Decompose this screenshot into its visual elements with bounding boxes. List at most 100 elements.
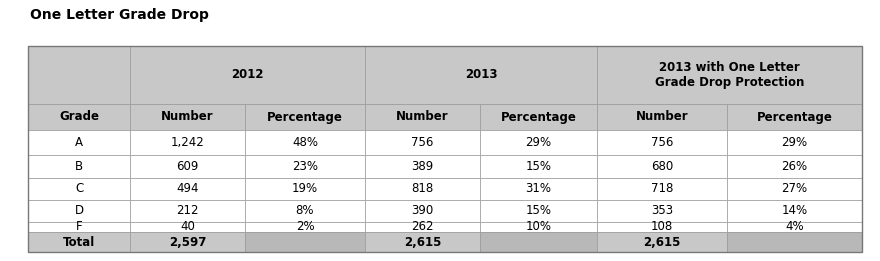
Bar (480, 222, 597, 232)
Text: Percentage: Percentage (757, 110, 832, 123)
Text: 40: 40 (180, 221, 195, 234)
Bar (597, 104, 727, 130)
Bar (365, 104, 480, 130)
Text: 2013: 2013 (465, 68, 497, 81)
Bar (365, 46, 597, 104)
Bar (130, 178, 245, 200)
Text: 756: 756 (411, 136, 434, 149)
Bar (597, 130, 727, 155)
Bar (28, 178, 130, 200)
Bar (365, 178, 480, 200)
Text: 31%: 31% (525, 182, 552, 195)
Bar (28, 200, 130, 222)
Bar (597, 222, 727, 232)
Bar (365, 222, 480, 232)
Bar (245, 200, 365, 222)
Text: 2013 with One Letter
Grade Drop Protection: 2013 with One Letter Grade Drop Protecti… (655, 61, 804, 89)
Text: 212: 212 (176, 205, 199, 217)
Bar (245, 178, 365, 200)
Text: 10%: 10% (525, 221, 552, 234)
Bar (597, 232, 727, 252)
Bar (130, 232, 245, 252)
Text: 15%: 15% (525, 205, 552, 217)
Bar (28, 222, 130, 232)
Bar (480, 130, 597, 155)
Text: 390: 390 (411, 205, 434, 217)
Text: 19%: 19% (292, 182, 318, 195)
Bar (365, 200, 480, 222)
Bar (245, 104, 365, 130)
Bar (28, 155, 130, 178)
Bar (597, 155, 727, 178)
Bar (245, 222, 365, 232)
Text: 29%: 29% (781, 136, 808, 149)
Bar (480, 178, 597, 200)
Bar (245, 155, 365, 178)
Text: Total: Total (62, 235, 95, 248)
Text: 680: 680 (651, 160, 673, 173)
Bar (597, 46, 862, 104)
Bar (365, 130, 480, 155)
Text: 756: 756 (651, 136, 673, 149)
Text: 494: 494 (176, 182, 199, 195)
Bar (245, 232, 365, 252)
Bar (28, 46, 862, 252)
Text: 2012: 2012 (231, 68, 264, 81)
Text: 353: 353 (651, 205, 673, 217)
Text: 108: 108 (651, 221, 673, 234)
Bar (365, 155, 480, 178)
Text: 2%: 2% (296, 221, 314, 234)
Bar (597, 178, 727, 200)
Text: 2,597: 2,597 (169, 235, 206, 248)
Bar (130, 104, 245, 130)
Text: Grade: Grade (59, 110, 99, 123)
Text: Percentage: Percentage (501, 110, 576, 123)
Bar (130, 130, 245, 155)
Text: 23%: 23% (292, 160, 318, 173)
Bar (727, 232, 862, 252)
Text: Percentage: Percentage (267, 110, 343, 123)
Text: One Letter Grade Drop: One Letter Grade Drop (30, 8, 209, 22)
Text: 8%: 8% (296, 205, 314, 217)
Text: Number: Number (396, 110, 449, 123)
Bar (727, 130, 862, 155)
Text: 1,242: 1,242 (171, 136, 204, 149)
Bar (727, 222, 862, 232)
Text: F: F (76, 221, 83, 234)
Text: 29%: 29% (525, 136, 552, 149)
Bar (727, 104, 862, 130)
Bar (365, 232, 480, 252)
Text: D: D (75, 205, 84, 217)
Text: A: A (75, 136, 83, 149)
Text: 609: 609 (176, 160, 199, 173)
Text: C: C (75, 182, 83, 195)
Text: 2,615: 2,615 (404, 235, 441, 248)
Text: 48%: 48% (292, 136, 318, 149)
Bar (28, 46, 130, 104)
Text: 4%: 4% (785, 221, 803, 234)
Bar (727, 200, 862, 222)
Bar (727, 178, 862, 200)
Text: 818: 818 (411, 182, 434, 195)
Bar (480, 232, 597, 252)
Bar (480, 200, 597, 222)
Text: 27%: 27% (781, 182, 808, 195)
Bar (480, 155, 597, 178)
Bar (245, 130, 365, 155)
Bar (597, 200, 727, 222)
Bar (130, 200, 245, 222)
Text: B: B (75, 160, 83, 173)
Text: 26%: 26% (781, 160, 808, 173)
Text: 15%: 15% (525, 160, 552, 173)
Bar (130, 222, 245, 232)
Bar (130, 46, 365, 104)
Text: Number: Number (635, 110, 688, 123)
Text: 389: 389 (411, 160, 434, 173)
Bar (28, 104, 130, 130)
Text: 718: 718 (651, 182, 673, 195)
Text: 14%: 14% (781, 205, 808, 217)
Text: 262: 262 (411, 221, 434, 234)
Bar (28, 232, 130, 252)
Bar (480, 104, 597, 130)
Bar (28, 130, 130, 155)
